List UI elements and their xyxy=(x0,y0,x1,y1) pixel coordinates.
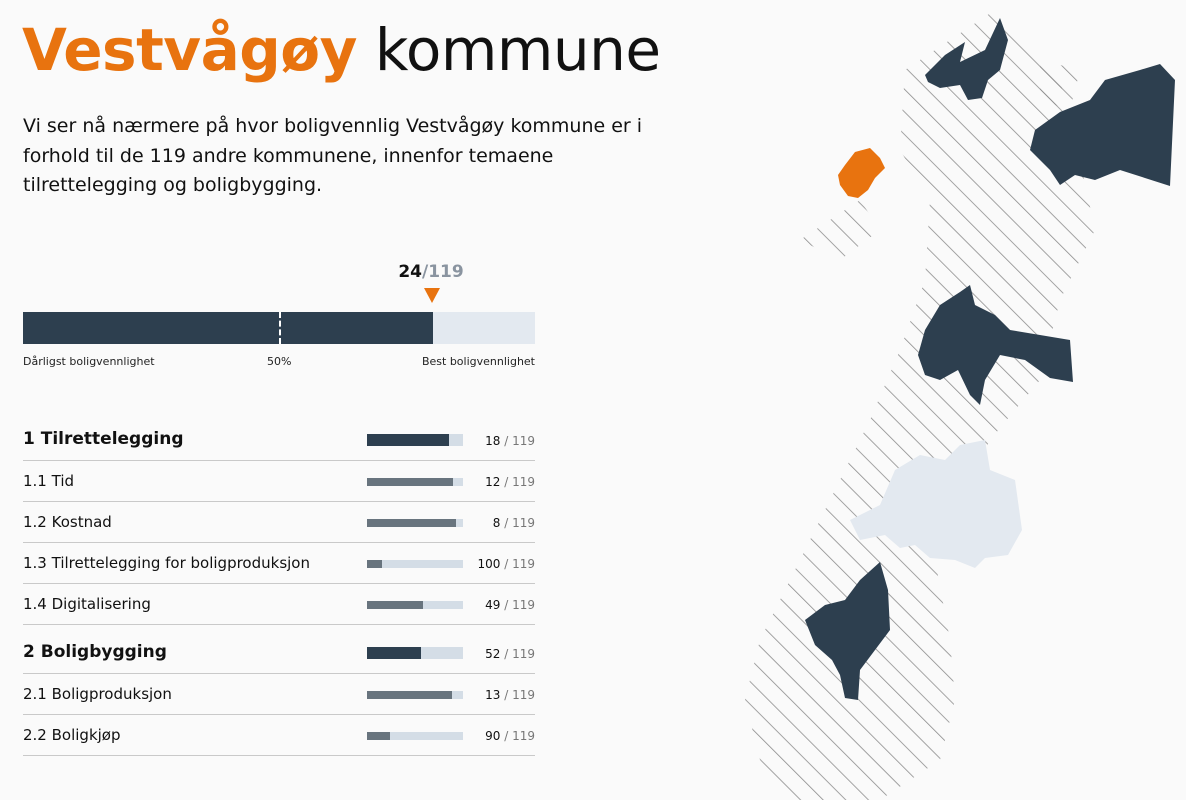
overall-rank-label: 24/119 xyxy=(366,262,496,282)
category-label: 1.1 Tid xyxy=(23,472,75,490)
category-bar xyxy=(367,434,463,446)
overall-score-bar xyxy=(23,312,535,344)
title-suffix: kommune xyxy=(356,16,661,84)
southern-region xyxy=(805,562,890,700)
rank-value: 18 xyxy=(485,434,501,448)
category-bar-fill xyxy=(367,560,383,568)
category-bar xyxy=(367,691,463,699)
northeast-mainland xyxy=(1030,64,1175,186)
category-label: 2.2 Boligkjøp xyxy=(23,726,121,744)
rank-total: / 119 xyxy=(500,516,535,530)
region-map xyxy=(745,10,1175,800)
category-rank: 18 / 119 xyxy=(485,434,535,448)
light-region xyxy=(850,440,1022,568)
page-title: Vestvågøy kommune xyxy=(22,14,661,86)
category-rank: 13 / 119 xyxy=(485,688,535,702)
category-label: 1.3 Tilrettelegging for boligproduksjon xyxy=(23,554,310,572)
category-label: 1.2 Kostnad xyxy=(23,513,112,531)
other-municipalities-hatch xyxy=(745,10,1095,800)
category-rank: 100 / 119 xyxy=(478,557,535,571)
category-label: 1.4 Digitalisering xyxy=(23,595,151,613)
category-list: 1 Tilrettelegging 18 / 119 1.1 Tid 12 / … xyxy=(23,418,535,756)
category-bar-fill xyxy=(367,434,449,446)
rank-value: 8 xyxy=(492,516,501,530)
category-bar-fill xyxy=(367,478,454,486)
overall-rank: 24 xyxy=(398,262,422,282)
category-label: 2 Boligbygging xyxy=(23,642,167,662)
vestvagoy-highlight xyxy=(838,148,885,198)
category-bar-fill xyxy=(367,601,423,609)
municipality-name: Vestvågøy xyxy=(22,16,357,84)
rank-total: / 119 xyxy=(500,475,535,489)
rank-total: / 119 xyxy=(500,434,535,448)
category-bar xyxy=(367,478,463,486)
northern-islands xyxy=(925,18,1008,100)
category-bar xyxy=(367,560,463,568)
category-rank: 52 / 119 xyxy=(485,647,535,661)
category-bar-fill xyxy=(367,691,453,699)
category-row: 2 Boligbygging 52 / 119 xyxy=(23,631,535,674)
category-bar xyxy=(367,519,463,527)
category-label: 1 Tilrettelegging xyxy=(23,429,184,449)
scale-label-worst: Dårligst boligvennlighet xyxy=(23,355,155,368)
category-bar-fill xyxy=(367,647,421,659)
category-row: 1.4 Digitalisering 49 / 119 xyxy=(23,584,535,625)
category-rank: 49 / 119 xyxy=(485,598,535,612)
rank-total: / 119 xyxy=(500,598,535,612)
category-bar-fill xyxy=(367,519,457,527)
category-row: 1.2 Kostnad 8 / 119 xyxy=(23,502,535,543)
rank-total: / 119 xyxy=(500,557,535,571)
category-row: 1.1 Tid 12 / 119 xyxy=(23,461,535,502)
rank-total: / 119 xyxy=(500,647,535,661)
category-row: 1 Tilrettelegging 18 / 119 xyxy=(23,418,535,461)
scale-label-best: Best boligvennlighet xyxy=(421,355,535,368)
midpoint-divider xyxy=(279,312,281,344)
category-row: 2.2 Boligkjøp 90 / 119 xyxy=(23,715,535,756)
intro-text: Vi ser nå nærmere på hvor boligvennlig V… xyxy=(23,115,643,196)
rank-value: 13 xyxy=(485,688,501,702)
overall-score-fill xyxy=(23,312,433,344)
rank-total: / 119 xyxy=(500,729,535,743)
rank-value: 49 xyxy=(485,598,501,612)
rank-value: 12 xyxy=(485,475,501,489)
scale-label-mid: 50% xyxy=(267,355,292,368)
category-row: 2.1 Boligproduksjon 13 / 119 xyxy=(23,674,535,715)
category-bar-fill xyxy=(367,732,391,740)
category-bar xyxy=(367,732,463,740)
category-rank: 8 / 119 xyxy=(493,516,535,530)
rank-value: 90 xyxy=(485,729,501,743)
rank-value: 100 xyxy=(477,557,501,571)
category-rank: 90 / 119 xyxy=(485,729,535,743)
category-label: 2.1 Boligproduksjon xyxy=(23,685,172,703)
overall-total: /119 xyxy=(421,262,464,282)
middle-region xyxy=(918,285,1073,405)
category-row: 1.3 Tilrettelegging for boligproduksjon … xyxy=(23,543,535,584)
category-bar xyxy=(367,601,463,609)
rank-total: / 119 xyxy=(500,688,535,702)
category-bar xyxy=(367,647,463,659)
rank-marker-icon xyxy=(424,288,440,303)
category-rank: 12 / 119 xyxy=(485,475,535,489)
rank-value: 52 xyxy=(485,647,501,661)
